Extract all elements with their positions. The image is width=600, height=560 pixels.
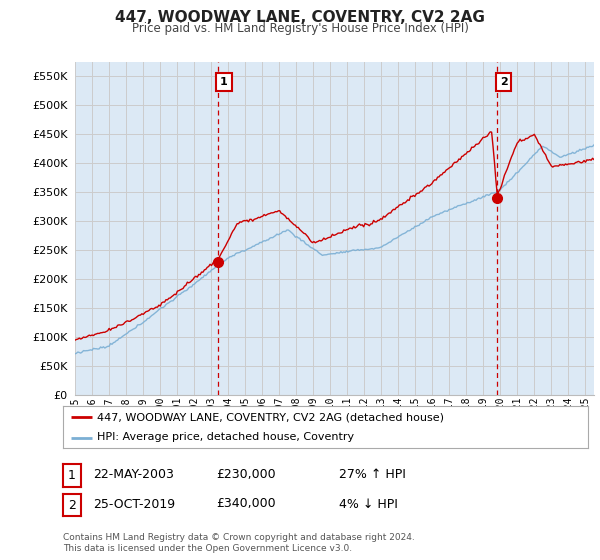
Text: 25-OCT-2019: 25-OCT-2019 [93, 497, 175, 511]
Text: 1: 1 [68, 469, 76, 482]
Text: 447, WOODWAY LANE, COVENTRY, CV2 2AG (detached house): 447, WOODWAY LANE, COVENTRY, CV2 2AG (de… [97, 412, 444, 422]
Text: HPI: Average price, detached house, Coventry: HPI: Average price, detached house, Cove… [97, 432, 354, 442]
Text: Price paid vs. HM Land Registry's House Price Index (HPI): Price paid vs. HM Land Registry's House … [131, 22, 469, 35]
Text: 27% ↑ HPI: 27% ↑ HPI [339, 468, 406, 481]
Text: £340,000: £340,000 [216, 497, 275, 511]
Text: 447, WOODWAY LANE, COVENTRY, CV2 2AG: 447, WOODWAY LANE, COVENTRY, CV2 2AG [115, 10, 485, 25]
Text: 2: 2 [68, 498, 76, 512]
Text: 2: 2 [500, 77, 508, 87]
Text: 22-MAY-2003: 22-MAY-2003 [93, 468, 174, 481]
Text: £230,000: £230,000 [216, 468, 275, 481]
Text: Contains HM Land Registry data © Crown copyright and database right 2024.
This d: Contains HM Land Registry data © Crown c… [63, 533, 415, 553]
Text: 4% ↓ HPI: 4% ↓ HPI [339, 497, 398, 511]
Text: 1: 1 [220, 77, 228, 87]
